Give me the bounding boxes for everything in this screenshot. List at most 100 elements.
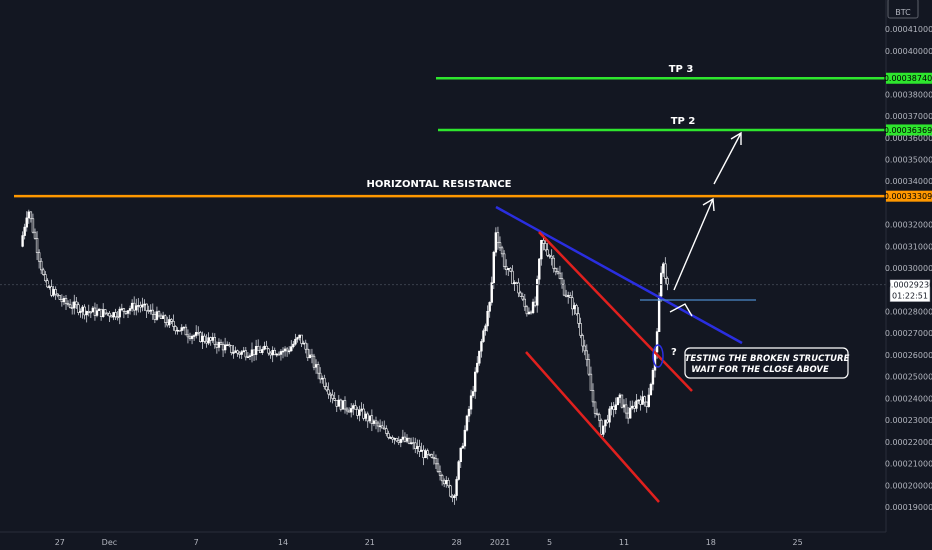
candle-body	[279, 351, 283, 355]
candle-body	[511, 270, 514, 285]
candle-body	[662, 263, 665, 274]
candle-body	[451, 495, 454, 498]
question-mark-label: ?	[671, 347, 677, 358]
candle-body	[422, 449, 425, 459]
candle-body	[502, 253, 506, 267]
currency-box[interactable]	[887, 0, 919, 19]
time-tick-label: 18	[706, 538, 716, 547]
candle-body	[442, 480, 446, 485]
candle-body	[306, 348, 309, 359]
candle-body	[637, 399, 640, 402]
candle-body	[283, 348, 287, 352]
candle-body	[242, 350, 245, 353]
candle-body	[666, 278, 669, 285]
candle-body	[486, 310, 489, 327]
candle-body	[521, 296, 524, 300]
candle-body	[453, 495, 456, 498]
candle-body	[533, 301, 537, 306]
candle-body	[604, 419, 607, 427]
candle-body	[31, 218, 35, 233]
price-tick-label: 0.00025000	[885, 373, 932, 382]
candle-body	[56, 293, 59, 296]
candle-body	[403, 436, 407, 442]
candle-body	[244, 350, 247, 358]
candle-body	[564, 294, 568, 297]
time-tick-label: 5	[547, 538, 552, 547]
candle-body	[473, 371, 477, 392]
candle-body	[207, 337, 210, 344]
candle-body	[535, 278, 539, 306]
price-tick-label: 0.00019000	[885, 503, 932, 512]
candle-body	[37, 252, 41, 262]
price-tick-label: 0.00021000	[885, 460, 932, 469]
candle-body	[300, 334, 303, 344]
candle-body	[401, 436, 405, 440]
candle-body	[628, 407, 632, 419]
candle-body	[294, 338, 297, 345]
price-tick-label: 0.00041000	[885, 25, 932, 34]
candle-body	[591, 390, 595, 403]
candle-body	[223, 344, 227, 351]
candle-body	[232, 352, 235, 354]
candle-body	[490, 282, 493, 303]
candle-body	[492, 251, 495, 283]
candle-body	[95, 310, 99, 316]
candle-body	[87, 311, 90, 313]
candle-body	[633, 405, 636, 409]
candle-body	[180, 327, 183, 331]
tp3-price-text: 0.00038740	[884, 74, 932, 83]
candle-body	[527, 311, 531, 315]
candle-body	[372, 420, 376, 424]
price-tick-label: 0.00034000	[885, 177, 932, 186]
candle-body	[133, 302, 136, 311]
time-tick-label: 11	[619, 538, 629, 547]
retest-arrow	[669, 303, 693, 317]
candle-body	[335, 400, 338, 407]
resistance-price-text: 0.00033309	[884, 192, 932, 201]
candle-body	[517, 282, 520, 294]
tp3-label: TP 3	[669, 64, 694, 75]
candle-body	[538, 258, 541, 280]
candle-body	[58, 295, 62, 300]
candle-body	[147, 310, 150, 312]
candle-body	[168, 319, 171, 326]
candle-body	[176, 329, 179, 332]
candle-body	[333, 398, 336, 401]
candle-body	[314, 364, 318, 368]
candle-body	[370, 415, 374, 424]
candle-body	[252, 349, 256, 355]
candle-body	[471, 391, 475, 397]
candle-body	[387, 433, 390, 438]
arrow-to-resistance	[673, 198, 714, 291]
candle-body	[226, 344, 229, 347]
candle-body	[600, 419, 603, 435]
candle-body	[378, 425, 382, 428]
candle-body	[457, 461, 460, 480]
candle-body	[21, 235, 24, 247]
price-tick-label: 0.00040000	[885, 47, 932, 56]
candle-body	[60, 299, 64, 303]
candle-body	[170, 319, 173, 322]
candle-body	[631, 405, 634, 409]
candle-body	[389, 437, 392, 439]
candle-body	[54, 289, 57, 295]
candle-body	[321, 377, 324, 380]
candle-body	[323, 377, 326, 387]
candle-body	[182, 326, 185, 329]
candle-body	[368, 415, 371, 422]
candle-body	[166, 322, 169, 326]
candle-body	[25, 217, 28, 228]
candle-body	[544, 243, 547, 251]
candle-body	[436, 463, 440, 472]
candle-body	[562, 283, 566, 296]
candle-body	[261, 349, 264, 353]
candle-body	[620, 394, 624, 408]
candle-body	[178, 329, 181, 332]
candle-body	[118, 308, 121, 318]
candle-body	[79, 311, 82, 313]
callout-line-2: WAIT FOR THE CLOSE ABOVE	[691, 365, 829, 375]
price-tick-label: 0.00027000	[885, 329, 932, 338]
time-tick-label: 7	[194, 538, 199, 547]
